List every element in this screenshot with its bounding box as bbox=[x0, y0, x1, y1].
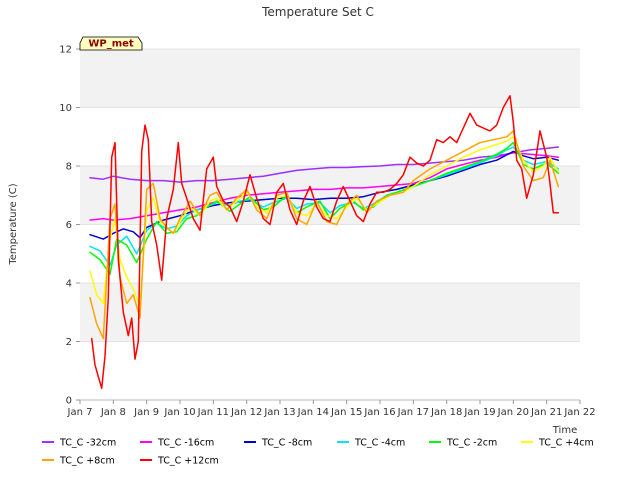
legend-item: TC_C -4cm bbox=[337, 438, 405, 449]
legend-item: TC_C -32cm bbox=[42, 438, 116, 449]
x-tick-label: Jan 15 bbox=[330, 407, 362, 418]
legend-label: TC_C -16cm bbox=[157, 438, 214, 449]
series-line-tc-c-8cm bbox=[89, 130, 560, 340]
legend-item: TC_C +8cm bbox=[42, 456, 115, 467]
x-tick-label: Jan 14 bbox=[297, 407, 329, 418]
station-badge: WP_met bbox=[79, 36, 143, 51]
x-tick-label: Jan 9 bbox=[133, 407, 159, 418]
chart-title: Temperature Set C bbox=[261, 5, 374, 19]
x-tick-label: Jan 12 bbox=[230, 407, 262, 418]
series-line-tc-c-2cm bbox=[89, 141, 560, 275]
x-tick-label: Jan 10 bbox=[163, 407, 195, 418]
x-tick-label: Jan 16 bbox=[363, 407, 395, 418]
y-tick-label: 0 bbox=[66, 396, 72, 407]
x-tick-label: Jan 7 bbox=[67, 407, 93, 418]
x-tick-label: Jan 20 bbox=[497, 407, 529, 418]
x-tick-label: Jan 13 bbox=[263, 407, 295, 418]
y-tick-label: 12 bbox=[59, 45, 72, 56]
legend-item: TC_C -2cm bbox=[429, 438, 497, 449]
x-tick-label: Jan 18 bbox=[430, 407, 462, 418]
legend-item: TC_C +12cm bbox=[140, 456, 219, 467]
badge-label: WP_met bbox=[88, 39, 134, 50]
legend-label: TC_C +4cm bbox=[538, 438, 594, 449]
x-tick-label: Jan 17 bbox=[397, 407, 429, 418]
plot-band bbox=[80, 224, 580, 283]
series-line-tc-c-12cm bbox=[90, 95, 560, 390]
legend-label: TC_C -2cm bbox=[446, 438, 497, 449]
y-tick-label: 8 bbox=[66, 162, 72, 173]
x-tick-label: Jan 8 bbox=[100, 407, 126, 418]
plot-band bbox=[80, 283, 580, 342]
legend-item: TC_C +4cm bbox=[521, 438, 594, 449]
badge-box bbox=[79, 36, 143, 51]
legend-label: TC_C -32cm bbox=[59, 438, 116, 449]
y-tick-label: 4 bbox=[66, 279, 72, 290]
y-tick-label: 10 bbox=[59, 103, 72, 114]
legend: TC_C -32cm TC_C -16cm TC_C -8cm TC_C -4cm TC… bbox=[42, 438, 594, 467]
y-tick-label: 2 bbox=[66, 337, 72, 348]
x-tick-label: Jan 21 bbox=[530, 407, 562, 418]
series-line-tc-c-32cm bbox=[89, 146, 560, 183]
series-layer bbox=[89, 95, 560, 390]
legend-label: TC_C -8cm bbox=[261, 438, 312, 449]
legend-item: TC_C -16cm bbox=[140, 438, 214, 449]
legend-label: TC_C +12cm bbox=[157, 456, 219, 467]
y-tick-label: 6 bbox=[66, 220, 72, 231]
plot-band bbox=[80, 166, 580, 225]
plot-band bbox=[80, 49, 580, 108]
plot-bands bbox=[80, 49, 580, 400]
x-tick-label: Jan 19 bbox=[463, 407, 495, 418]
legend-label: TC_C +8cm bbox=[59, 456, 115, 467]
series-line-tc-c-8cm bbox=[89, 150, 560, 240]
y-axis-title: Temperature (C) bbox=[8, 183, 19, 265]
legend-item: TC_C -8cm bbox=[244, 438, 312, 449]
x-axis-title: Time bbox=[552, 425, 577, 436]
legend-label: TC_C -4cm bbox=[354, 438, 405, 449]
plot-band bbox=[80, 341, 580, 400]
x-tick-label: Jan 22 bbox=[563, 407, 595, 418]
x-tick-label: Jan 11 bbox=[197, 407, 229, 418]
